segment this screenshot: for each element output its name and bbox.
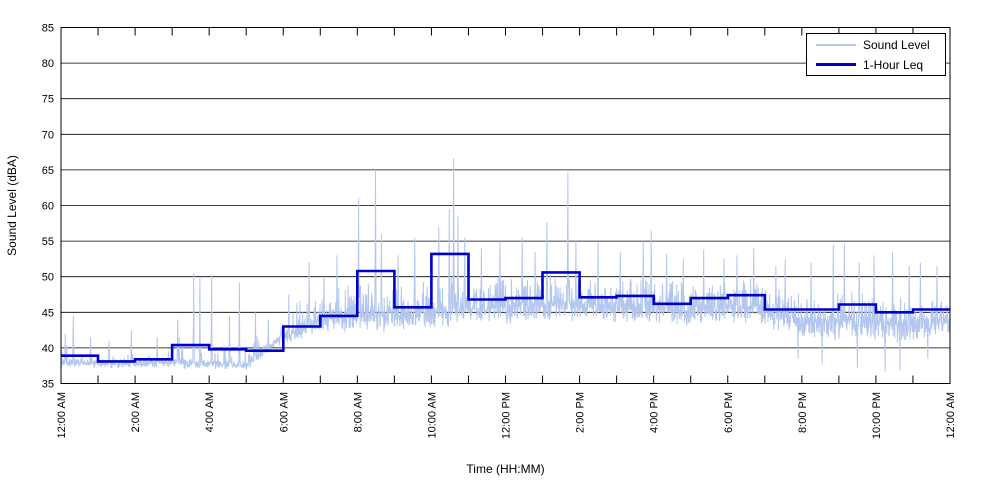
x-tick-label: 6:00 AM: [278, 392, 290, 432]
leq-line-swatch: [816, 63, 856, 66]
x-axis-label: Time (HH:MM): [466, 462, 544, 476]
y-tick-label: 45: [42, 307, 54, 319]
x-tick-label: 12:00 AM: [56, 392, 68, 438]
y-tick-label: 75: [42, 94, 54, 106]
y-tick-label: 60: [42, 201, 54, 213]
x-tick-label: 4:00 PM: [649, 392, 661, 433]
y-tick-label: 70: [42, 129, 54, 141]
y-axis-label: Sound Level (dBA): [5, 155, 19, 256]
plot-frame: [60, 27, 951, 384]
chart-legend: Sound Level 1-Hour Leq: [806, 33, 946, 76]
legend-label-leq: 1-Hour Leq: [863, 57, 924, 72]
x-tick-label: 2:00 PM: [575, 392, 587, 433]
leq-series: [61, 252, 950, 363]
legend-item-sound-level: Sound Level: [807, 37, 945, 52]
y-tick-label: 55: [42, 236, 54, 248]
x-tick-label: 10:00 AM: [426, 392, 438, 438]
y-tick-label: 40: [42, 343, 54, 355]
y-tick-label: 80: [42, 58, 54, 70]
x-tick-label: 2:00 AM: [130, 392, 142, 432]
legend-item-leq: 1-Hour Leq: [807, 57, 945, 72]
y-tick-label: 65: [42, 165, 54, 177]
x-tick-label: 8:00 AM: [352, 392, 364, 432]
legend-label-sound-level: Sound Level: [863, 37, 930, 52]
y-tick-label: 85: [42, 23, 54, 35]
y-tick-label: 35: [42, 379, 54, 391]
sound-level-line-swatch: [816, 43, 856, 46]
y-tick-label: 50: [42, 272, 54, 284]
x-tick-label: 8:00 PM: [797, 392, 809, 433]
x-tick-label: 6:00 PM: [723, 392, 735, 433]
x-tick-label: 10:00 PM: [871, 392, 883, 439]
x-tick-label: 4:00 AM: [204, 392, 216, 432]
x-tick-label: 12:00 AM: [945, 392, 957, 438]
sound-level-series: [60, 158, 951, 373]
x-tick-label: 12:00 PM: [501, 392, 513, 439]
